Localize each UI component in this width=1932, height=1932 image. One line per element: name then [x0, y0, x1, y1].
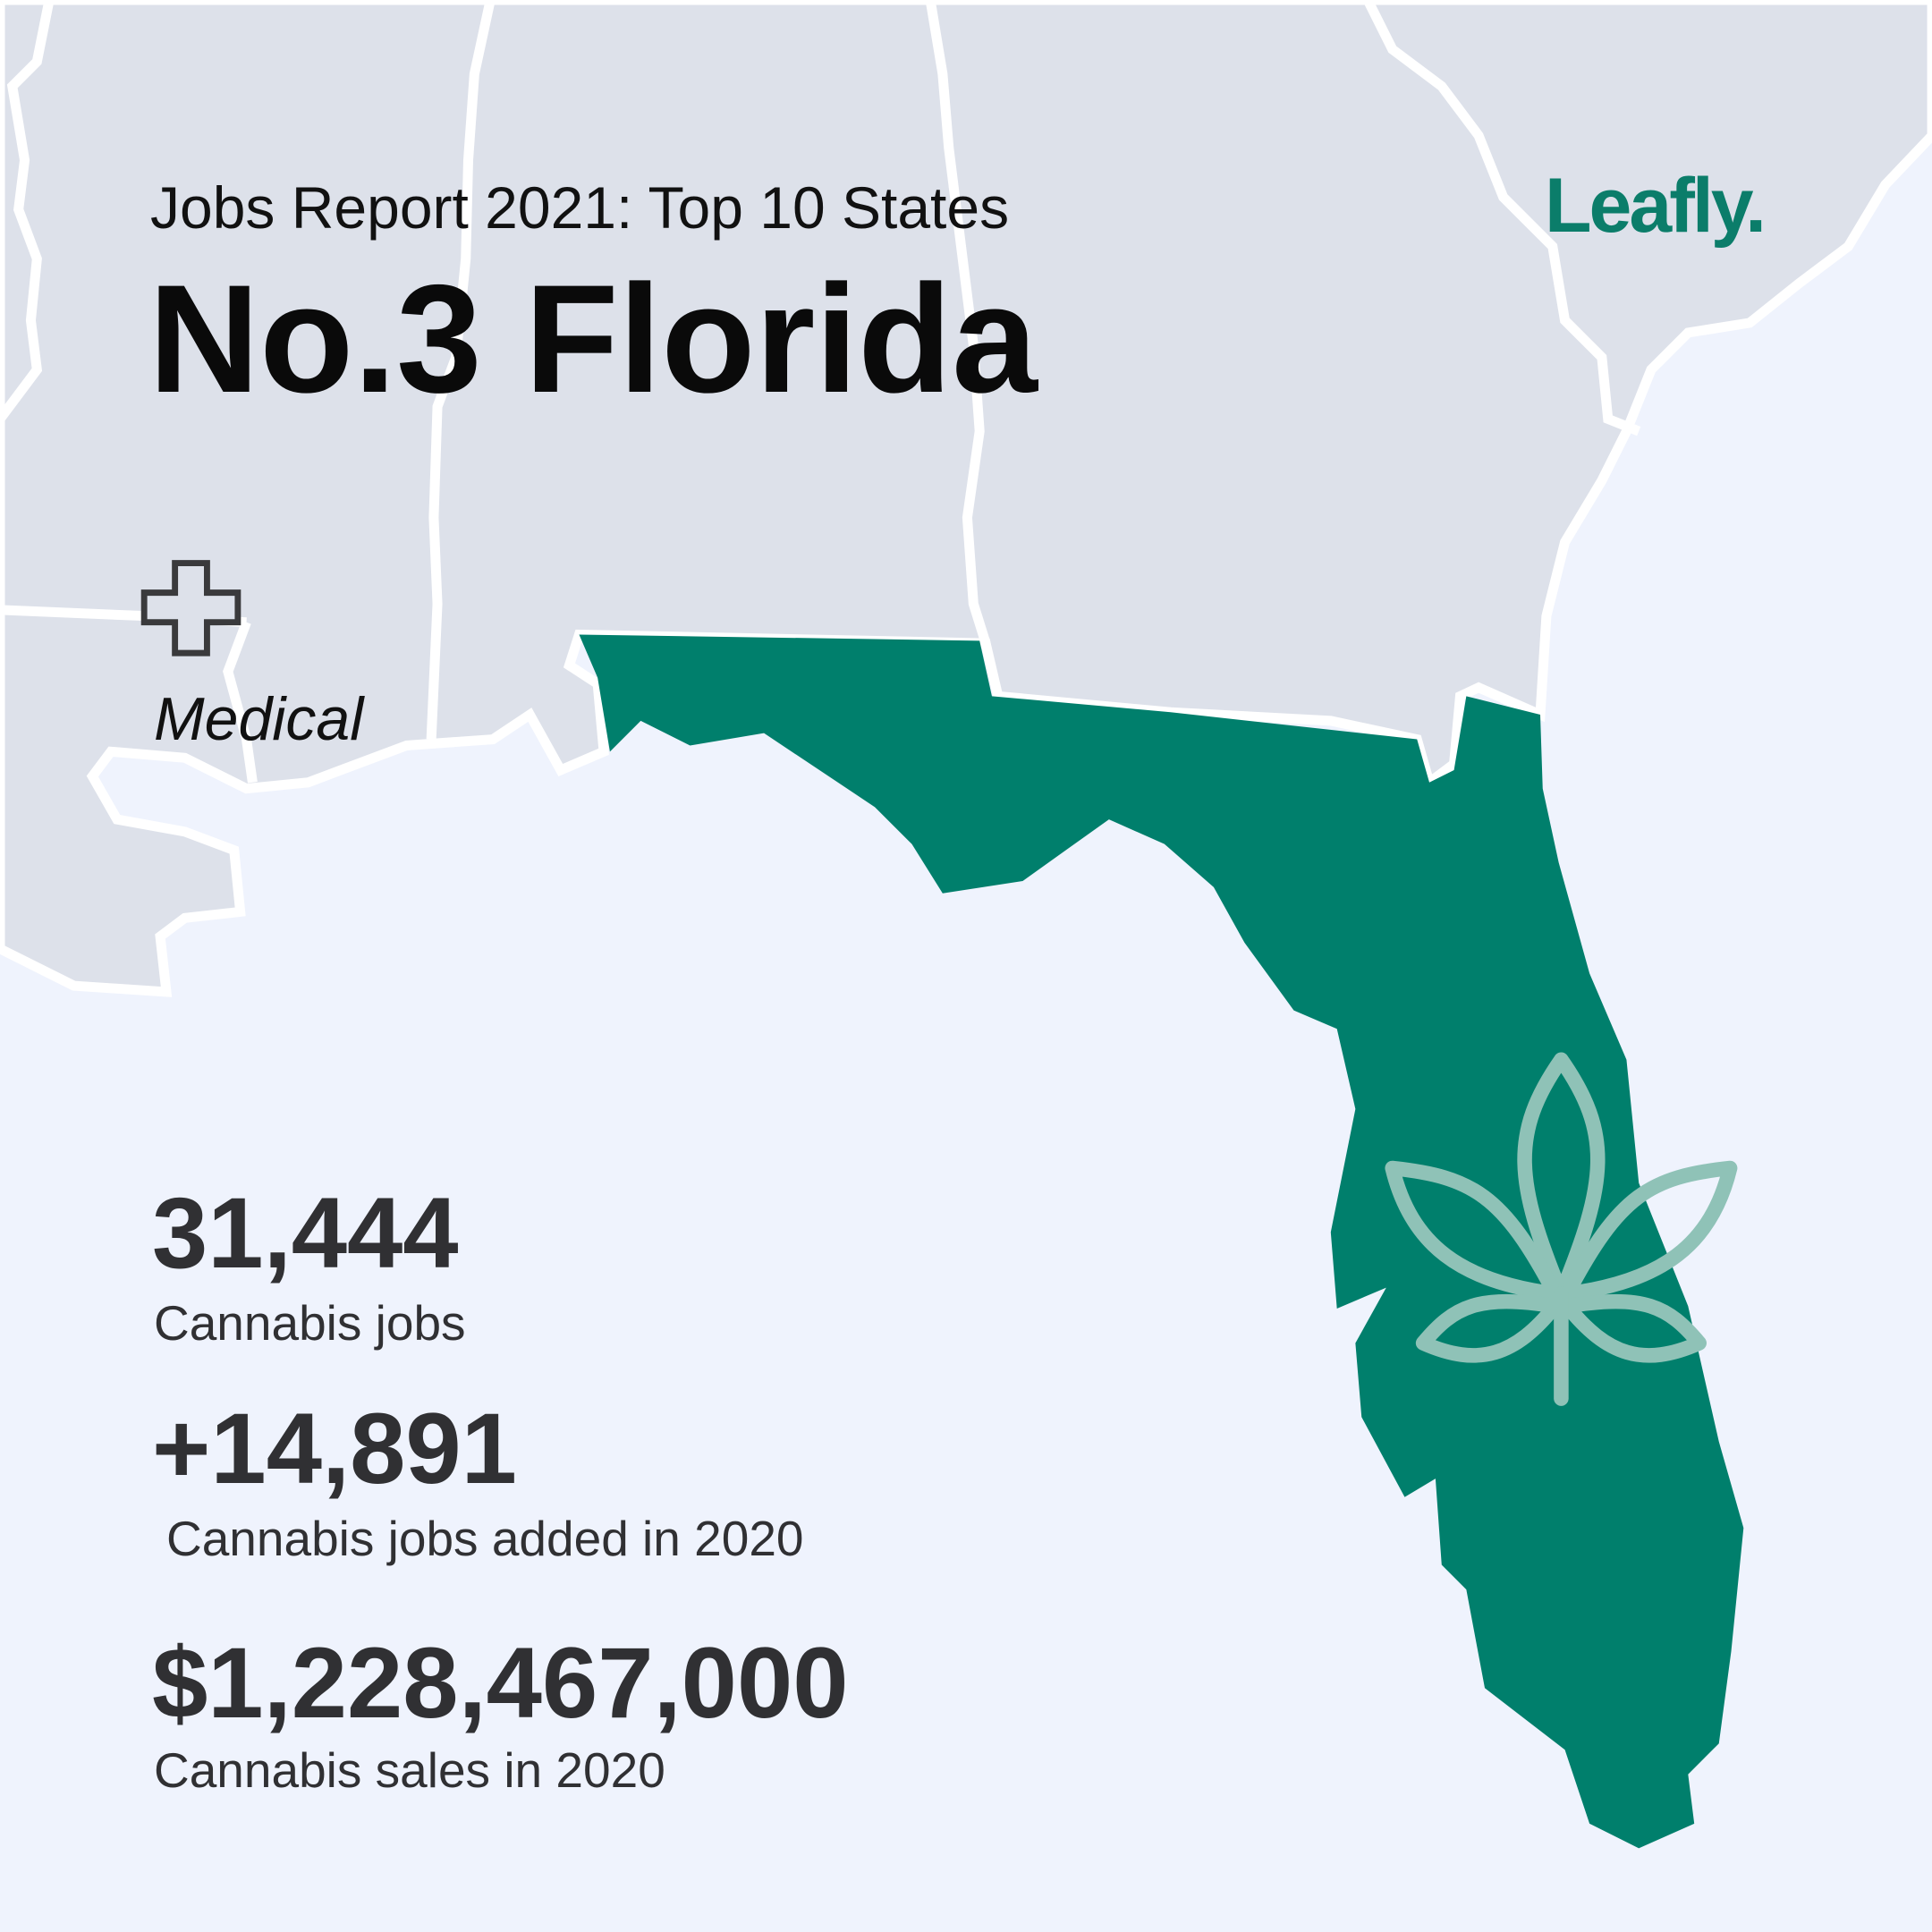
map	[0, 0, 1932, 1849]
border	[1363, 0, 1641, 436]
stat-value: $1,228,467,000	[152, 1627, 849, 1739]
leaf-part	[1415, 1293, 1563, 1363]
stat-value: 31,444	[152, 1177, 459, 1289]
leaf-icon	[1385, 1052, 1738, 1406]
leaf-part	[1385, 1160, 1563, 1301]
border	[925, 0, 991, 645]
title: No.3 Florida	[148, 253, 1038, 425]
brand-logo: Leafly.	[1545, 163, 1764, 249]
stat-label: Cannabis jobs added in 2020	[166, 1511, 804, 1566]
leaf-part	[1517, 1052, 1606, 1301]
stat-value: +14,891	[152, 1393, 517, 1504]
florida	[579, 634, 1744, 1849]
border	[223, 620, 258, 784]
status: Medical	[154, 685, 365, 753]
medical-cross	[140, 560, 242, 657]
kicker: Jobs Report 2021: Top 10 States	[150, 174, 1009, 241]
stat-label: Cannabis sales in 2020	[154, 1742, 665, 1798]
border	[0, 0, 55, 422]
leaf-part	[1560, 1160, 1738, 1301]
border	[426, 0, 496, 740]
leaf-part	[1560, 1293, 1707, 1363]
stat-label: Cannabis jobs	[154, 1295, 466, 1351]
